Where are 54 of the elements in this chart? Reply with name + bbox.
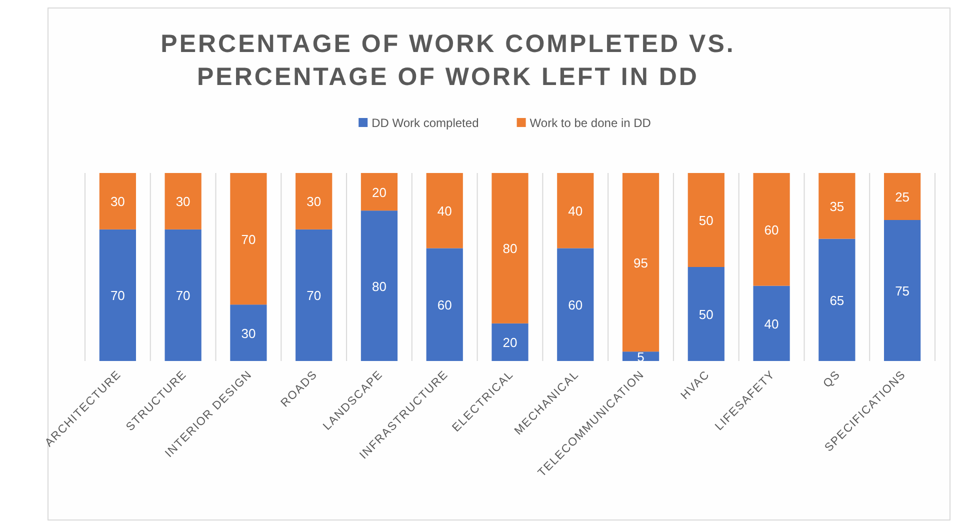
data-label: 30 [110, 194, 125, 210]
bar [230, 173, 267, 305]
bar [426, 248, 463, 361]
bar [688, 173, 724, 267]
bar [164, 173, 202, 230]
data-label: 70 [176, 288, 190, 304]
data-label: 30 [241, 326, 256, 341]
bar [753, 286, 790, 361]
chart-title: PERCENTAGE OF WORK COMPLETED VS. PERCENTAGE OF WORK LEFT IN DD [160, 30, 736, 91]
bar [164, 229, 202, 361]
data-label: 35 [830, 198, 844, 214]
legend-label: DD Work completed [372, 116, 479, 130]
data-label: 70 [306, 288, 322, 304]
data-label: 65 [830, 292, 844, 308]
bar [492, 323, 528, 361]
data-label: 70 [241, 232, 256, 247]
data-label: 60 [568, 298, 583, 313]
data-label: 60 [764, 222, 779, 238]
bar [622, 352, 660, 361]
data-label: 40 [764, 316, 779, 332]
data-label: 40 [437, 204, 452, 219]
data-label: 95 [634, 255, 648, 270]
bar [360, 173, 398, 211]
bar [818, 238, 856, 361]
data-label: 80 [372, 278, 386, 294]
bar [753, 173, 790, 286]
bar [426, 173, 463, 248]
data-label: 20 [502, 335, 518, 350]
data-label: 80 [502, 241, 518, 256]
data-label: 25 [895, 190, 910, 204]
bar [230, 304, 267, 361]
bar [557, 248, 594, 361]
data-label: 20 [372, 184, 386, 200]
data-label: 60 [437, 298, 452, 313]
bar [296, 173, 332, 230]
bar [360, 210, 398, 361]
bar [557, 173, 594, 248]
legend-label: Work to be done in DD [530, 116, 652, 130]
bar [688, 267, 724, 361]
bar [492, 173, 528, 324]
data-label: 40 [568, 204, 583, 219]
bar [818, 173, 856, 239]
data-label: 75 [895, 284, 910, 298]
bar [884, 220, 921, 361]
bar [622, 173, 660, 352]
bar [296, 229, 332, 361]
data-label: 50 [698, 307, 714, 322]
data-label: 30 [306, 194, 322, 210]
bar [99, 173, 136, 230]
bar [99, 229, 136, 361]
data-label: 50 [698, 213, 714, 228]
data-label: 70 [110, 288, 125, 304]
bar [884, 173, 921, 220]
data-label: 30 [176, 194, 190, 210]
